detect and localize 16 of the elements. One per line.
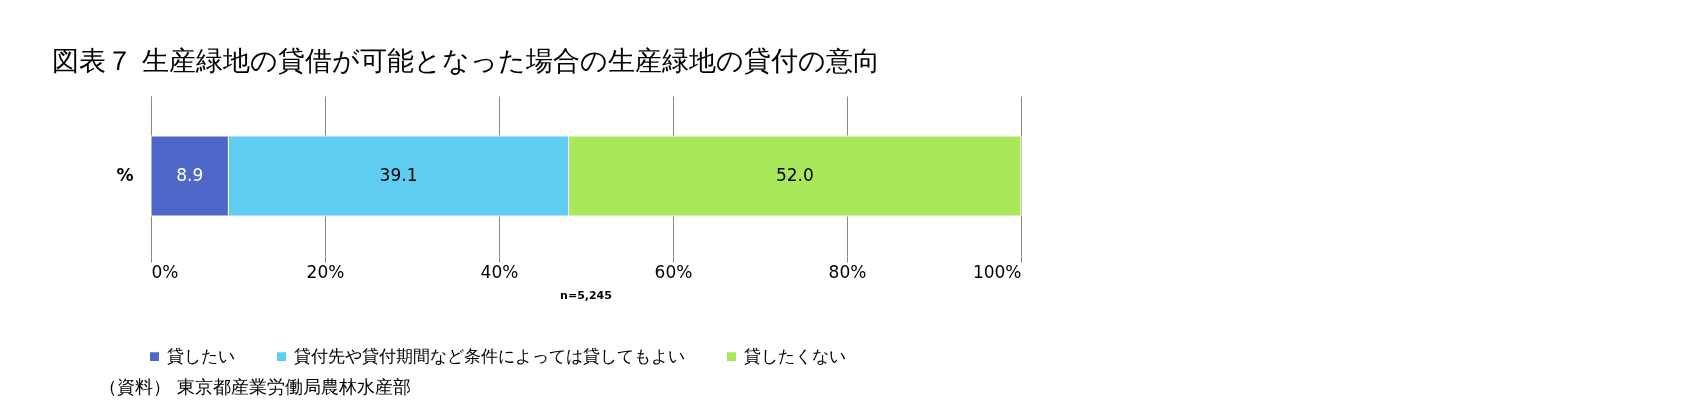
y-tick-label: %	[116, 165, 134, 185]
text: （資料） 東京都産業労働局農林水産部	[99, 376, 411, 397]
x-tick-label: 60%	[654, 261, 693, 282]
legend-label: 貸したい	[167, 345, 235, 366]
data-label: 39.1	[379, 165, 418, 185]
x-tick-label: 40%	[480, 261, 519, 282]
data-label: 52.0	[775, 165, 814, 185]
x-tick-label: 80%	[828, 261, 867, 282]
text: n=5,245	[560, 289, 612, 302]
legend-label: 貸したくない	[744, 345, 846, 366]
x-tick-label: 20%	[306, 261, 345, 282]
x-tick-label: 0%	[151, 261, 179, 282]
legend-label: 貸付先や貸付期間など条件によっては貸してもよい	[294, 345, 685, 366]
data-label: 8.9	[176, 165, 204, 185]
chart-title: 図表７ 生産緑地の貸借が可能となった場合の生産緑地の貸付の意向	[52, 45, 880, 76]
x-tick-label: 100%	[972, 261, 1022, 282]
